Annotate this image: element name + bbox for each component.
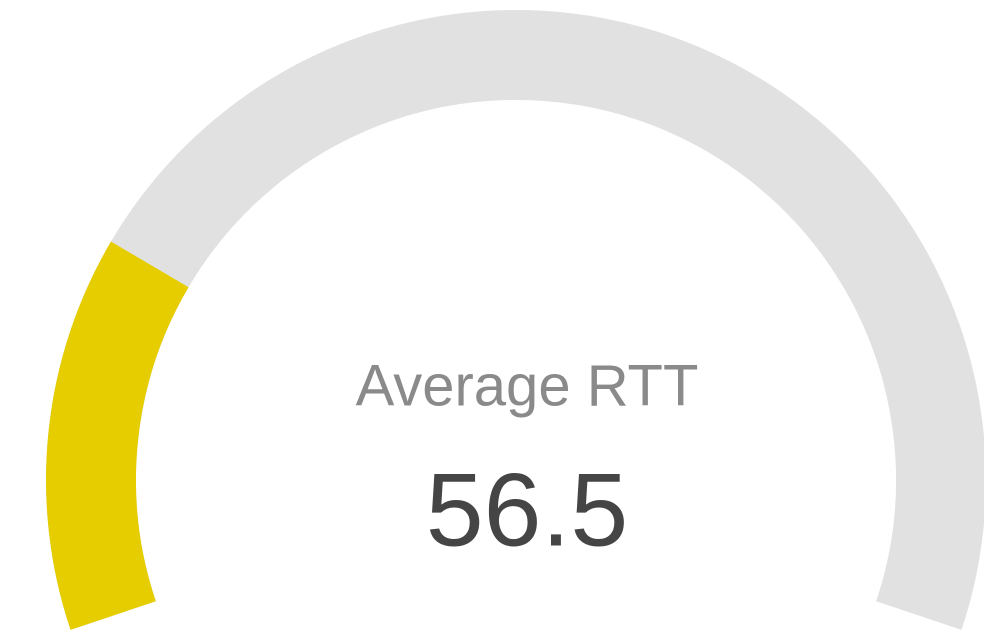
- gauge-title: Average RTT: [356, 353, 699, 418]
- gauge: [46, 10, 984, 630]
- gauge-value-arc: [46, 241, 189, 630]
- gauge-value: 56.5: [426, 452, 628, 568]
